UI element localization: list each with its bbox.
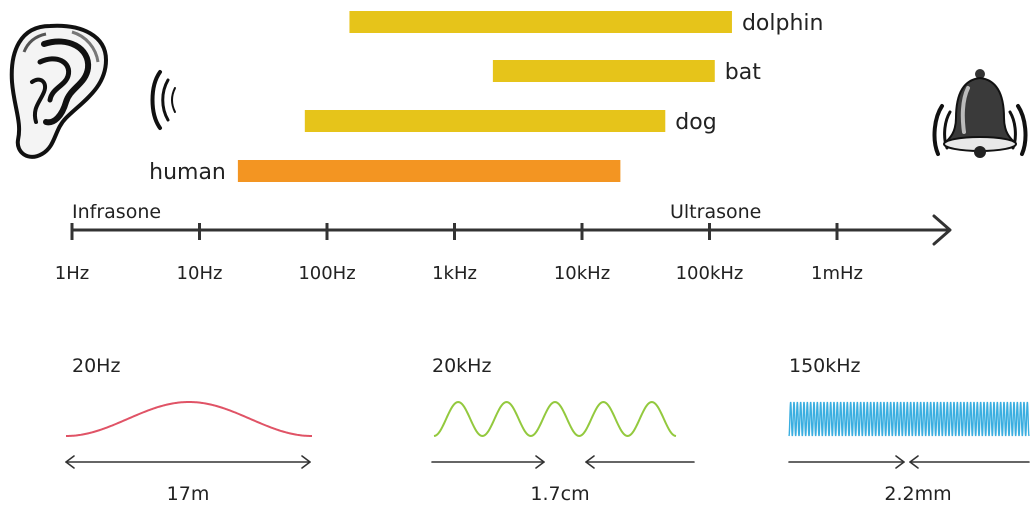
range-label-bat: bat xyxy=(725,60,761,85)
range-bar-human xyxy=(237,160,621,182)
wave-20hz xyxy=(65,400,313,437)
axis-tick-label-6: 1mHz xyxy=(811,263,863,284)
wave-20khz xyxy=(433,400,677,438)
zone-label-ultrasone: Ultrasone xyxy=(670,201,761,223)
axis-tick-label-0: 1Hz xyxy=(55,263,89,284)
axis-ticks: 1Hz 10Hz 100Hz 1kHz 10kHz 100kHz 1mHz xyxy=(55,223,863,284)
range-label-dog: dog xyxy=(675,110,716,135)
ear-icon xyxy=(9,23,109,159)
wavelength-examples: 20Hz 20kHz 150kHz xyxy=(65,355,1030,505)
axis-tick-label-3: 1kHz xyxy=(432,263,477,284)
axis-tick-label-1: 10Hz xyxy=(177,263,223,284)
wave-freq-label-2: 20kHz xyxy=(432,355,491,377)
axis-tick-label-2: 100Hz xyxy=(298,263,355,284)
wavelength-label-3: 2.2mm xyxy=(884,483,951,505)
zone-label-infrasone: Infrasone xyxy=(72,201,161,223)
axis-tick-label-5: 100kHz xyxy=(676,263,744,284)
wavelength-arrow-1 xyxy=(65,455,311,469)
range-bar-bat xyxy=(492,60,715,82)
wavelength-label-1: 17m xyxy=(167,483,210,505)
axis-arrow-icon xyxy=(932,214,952,246)
wavelength-arrow-3 xyxy=(788,455,1030,469)
frequency-axis: Infrasone Ultrasone 1Hz 10Hz 100Hz 1kHz 10kH… xyxy=(55,201,952,284)
range-bar-dolphin xyxy=(349,11,732,33)
axis-tick-label-4: 10kHz xyxy=(554,263,610,284)
bell-icon xyxy=(932,69,1028,158)
range-label-human: human xyxy=(149,160,226,185)
sound-waves-icon xyxy=(150,70,176,130)
wave-150khz xyxy=(788,401,1030,437)
wave-freq-label-1: 20Hz xyxy=(72,355,120,377)
wavelength-label-2: 1.7cm xyxy=(530,483,589,505)
wave-freq-label-3: 150kHz xyxy=(789,355,861,377)
range-label-dolphin: dolphin xyxy=(742,11,824,36)
wavelength-arrow-2 xyxy=(431,455,695,469)
range-bar-dog xyxy=(304,110,666,132)
